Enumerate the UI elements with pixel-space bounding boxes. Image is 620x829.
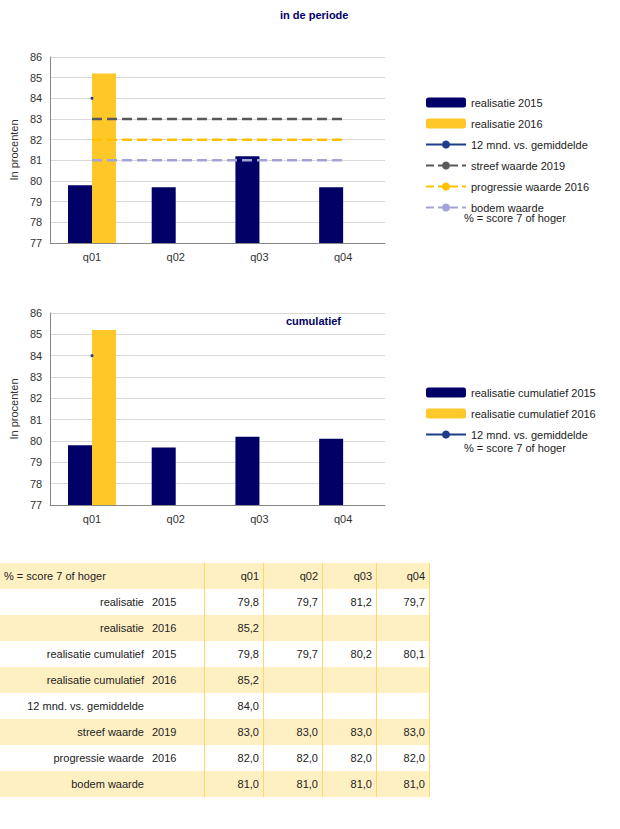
svg-text:streef waarde 2019: streef waarde 2019 (471, 160, 565, 172)
svg-text:80: 80 (30, 435, 42, 447)
html-text:bodem waarde: bodem waarde (71, 778, 144, 790)
html-text:progressie waarde: progressie waarde (53, 752, 144, 764)
svg-text:85: 85 (30, 328, 42, 340)
svg-text:83: 83 (30, 113, 42, 125)
svg-text:80: 80 (30, 175, 42, 187)
html-text:q04: q04 (406, 570, 425, 582)
svg-text:realisatie 2015: realisatie 2015 (471, 97, 543, 109)
svg-text:q01: q01 (83, 513, 101, 525)
svg-text:78: 78 (30, 478, 42, 490)
svg-text:82: 82 (30, 134, 42, 146)
svg-text:12 mnd. vs. gemiddelde: 12 mnd. vs. gemiddelde (471, 139, 588, 151)
html-text:81,2: 81,2 (350, 596, 372, 608)
svg-text:q04: q04 (334, 251, 352, 263)
html-text:79,7: 79,7 (296, 648, 318, 660)
html-text:83,0: 83,0 (403, 726, 425, 738)
svg-text:% = score 7 of hoger: % = score 7 of hoger (464, 442, 566, 454)
svg-text:81: 81 (30, 154, 42, 166)
svg-text:bodem waarde: bodem waarde (471, 202, 544, 214)
html-text:82,0: 82,0 (237, 752, 259, 764)
svg-text:79: 79 (30, 456, 42, 468)
html-text:79,7: 79,7 (296, 596, 318, 608)
svg-text:78: 78 (30, 216, 42, 228)
html-text:85,2: 85,2 (237, 622, 259, 634)
html-text:81,0: 81,0 (296, 778, 318, 790)
html-text:realisatie: realisatie (100, 596, 144, 608)
html-text:83,0: 83,0 (237, 726, 259, 738)
svg-text:12 mnd. vs. gemiddelde: 12 mnd. vs. gemiddelde (471, 429, 588, 441)
html-text:streef waarde: streef waarde (77, 726, 144, 738)
svg-text:83: 83 (30, 371, 42, 383)
svg-text:q03: q03 (250, 513, 268, 525)
html-text:81,0: 81,0 (350, 778, 372, 790)
svg-text:79: 79 (30, 196, 42, 208)
svg-text:q03: q03 (250, 251, 268, 263)
svg-text:81: 81 (30, 414, 42, 426)
html-text:q03: q03 (353, 570, 372, 582)
svg-text:cumulatief: cumulatief (286, 315, 341, 327)
svg-text:q02: q02 (167, 251, 185, 263)
html-text:82,0: 82,0 (296, 752, 318, 764)
html-text:81,0: 81,0 (403, 778, 425, 790)
svg-text:In procenten: In procenten (8, 378, 20, 439)
html-text:83,0: 83,0 (296, 726, 318, 738)
svg-text:77: 77 (30, 237, 42, 249)
svg-text:77: 77 (30, 499, 42, 511)
html-text:84,0: 84,0 (237, 700, 259, 712)
svg-text:q04: q04 (334, 513, 352, 525)
svg-text:q02: q02 (167, 513, 185, 525)
html-text:79,7: 79,7 (403, 596, 425, 608)
html-text:realisatie cumulatief: realisatie cumulatief (46, 648, 144, 660)
html-text:2016: 2016 (152, 752, 177, 764)
html-text:80,1: 80,1 (403, 648, 425, 660)
svg-text:85: 85 (30, 72, 42, 84)
svg-text:% = score 7 of hoger: % = score 7 of hoger (464, 211, 566, 224)
html-text:83,0: 83,0 (350, 726, 372, 738)
svg-text:86: 86 (30, 51, 42, 63)
svg-text:82: 82 (30, 392, 42, 404)
svg-text:in de periode: in de periode (280, 9, 348, 21)
html-text:80,2: 80,2 (350, 648, 372, 660)
html-text:% = score 7 of hoger: % = score 7 of hoger (4, 570, 106, 582)
html-text:q01: q01 (240, 570, 259, 582)
svg-text:progressie waarde 2016: progressie waarde 2016 (471, 181, 589, 193)
html-text:2015: 2015 (152, 648, 177, 660)
html-text:85,2: 85,2 (237, 674, 259, 686)
svg-text:realisatie 2016: realisatie 2016 (471, 118, 543, 130)
svg-text:q01: q01 (83, 251, 101, 263)
html-text:82,0: 82,0 (403, 752, 425, 764)
html-text:79,8: 79,8 (237, 596, 259, 608)
html-text:2019: 2019 (152, 726, 177, 738)
html-text:81,0: 81,0 (237, 778, 259, 790)
html-text:2015: 2015 (152, 596, 177, 608)
html-text:realisatie: realisatie (100, 622, 144, 634)
html-text:82,0: 82,0 (350, 752, 372, 764)
svg-text:In procenten: In procenten (8, 119, 20, 180)
html-text:12 mnd. vs. gemiddelde: 12 mnd. vs. gemiddelde (27, 700, 144, 712)
html-text:realisatie cumulatief: realisatie cumulatief (46, 674, 144, 686)
svg-text:realisatie cumulatief 2016: realisatie cumulatief 2016 (471, 408, 596, 420)
svg-text:86: 86 (30, 307, 42, 319)
html-text:79,8: 79,8 (237, 648, 259, 660)
html-text:2016: 2016 (152, 674, 177, 686)
html-text:q02: q02 (299, 570, 318, 582)
svg-text:84: 84 (30, 350, 42, 362)
html-text:2016: 2016 (152, 622, 177, 634)
svg-text:realisatie cumulatief 2015: realisatie cumulatief 2015 (471, 387, 596, 399)
svg-text:84: 84 (30, 92, 42, 104)
